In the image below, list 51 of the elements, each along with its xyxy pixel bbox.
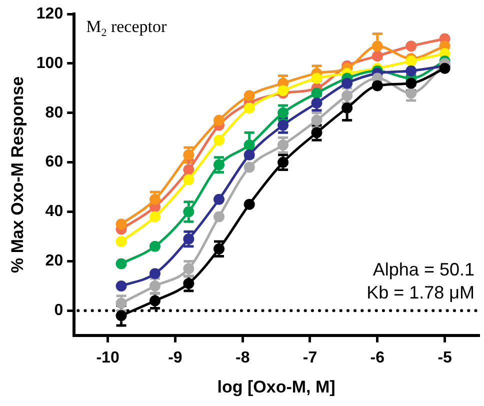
point	[311, 72, 322, 84]
y-axis-title: % Max Oxo-M Response	[8, 76, 27, 273]
point	[116, 236, 127, 247]
annotation: Kb = 1.78 μM	[366, 282, 474, 302]
point	[116, 218, 127, 230]
x-tick-label: -9	[168, 349, 182, 366]
y-tick-label: 0	[54, 302, 64, 320]
point	[439, 62, 450, 74]
y-tick-label: 100	[36, 54, 64, 72]
y-tick-label: 20	[45, 252, 64, 270]
point	[406, 40, 417, 52]
point	[116, 280, 127, 292]
x-axis-title: log [Oxo-M, M]	[217, 377, 336, 396]
point	[149, 268, 160, 280]
point	[116, 310, 127, 322]
point	[244, 162, 255, 173]
point	[183, 174, 194, 186]
point	[342, 78, 353, 89]
y-tick-label: 40	[45, 203, 64, 220]
point	[278, 85, 289, 96]
point	[342, 102, 353, 114]
point	[404, 74, 418, 92]
point	[372, 50, 383, 62]
x-tick-label: -8	[235, 349, 250, 366]
x-tick-label: -10	[96, 349, 120, 366]
point	[116, 258, 127, 270]
point	[214, 211, 225, 222]
point	[183, 164, 194, 176]
point	[148, 277, 162, 295]
x-tick-label: -7	[302, 349, 318, 366]
annotation: Alpha = 50.1	[372, 259, 474, 280]
x-tick-label: -5	[438, 349, 452, 366]
y-tick-label: 60	[45, 154, 64, 171]
point	[214, 194, 225, 205]
point	[244, 102, 255, 114]
point	[183, 206, 194, 218]
point	[372, 80, 383, 92]
x-tick-label: -6	[370, 349, 385, 366]
point	[406, 65, 417, 76]
point	[244, 198, 255, 210]
point	[244, 90, 255, 102]
point	[372, 40, 383, 52]
point	[406, 55, 417, 66]
point	[149, 211, 160, 222]
point	[214, 114, 225, 126]
y-tick-label: 120	[36, 5, 64, 22]
point	[182, 260, 195, 278]
point	[149, 240, 160, 252]
point	[311, 88, 322, 99]
point	[214, 134, 225, 146]
y-tick-label: 80	[45, 104, 64, 122]
